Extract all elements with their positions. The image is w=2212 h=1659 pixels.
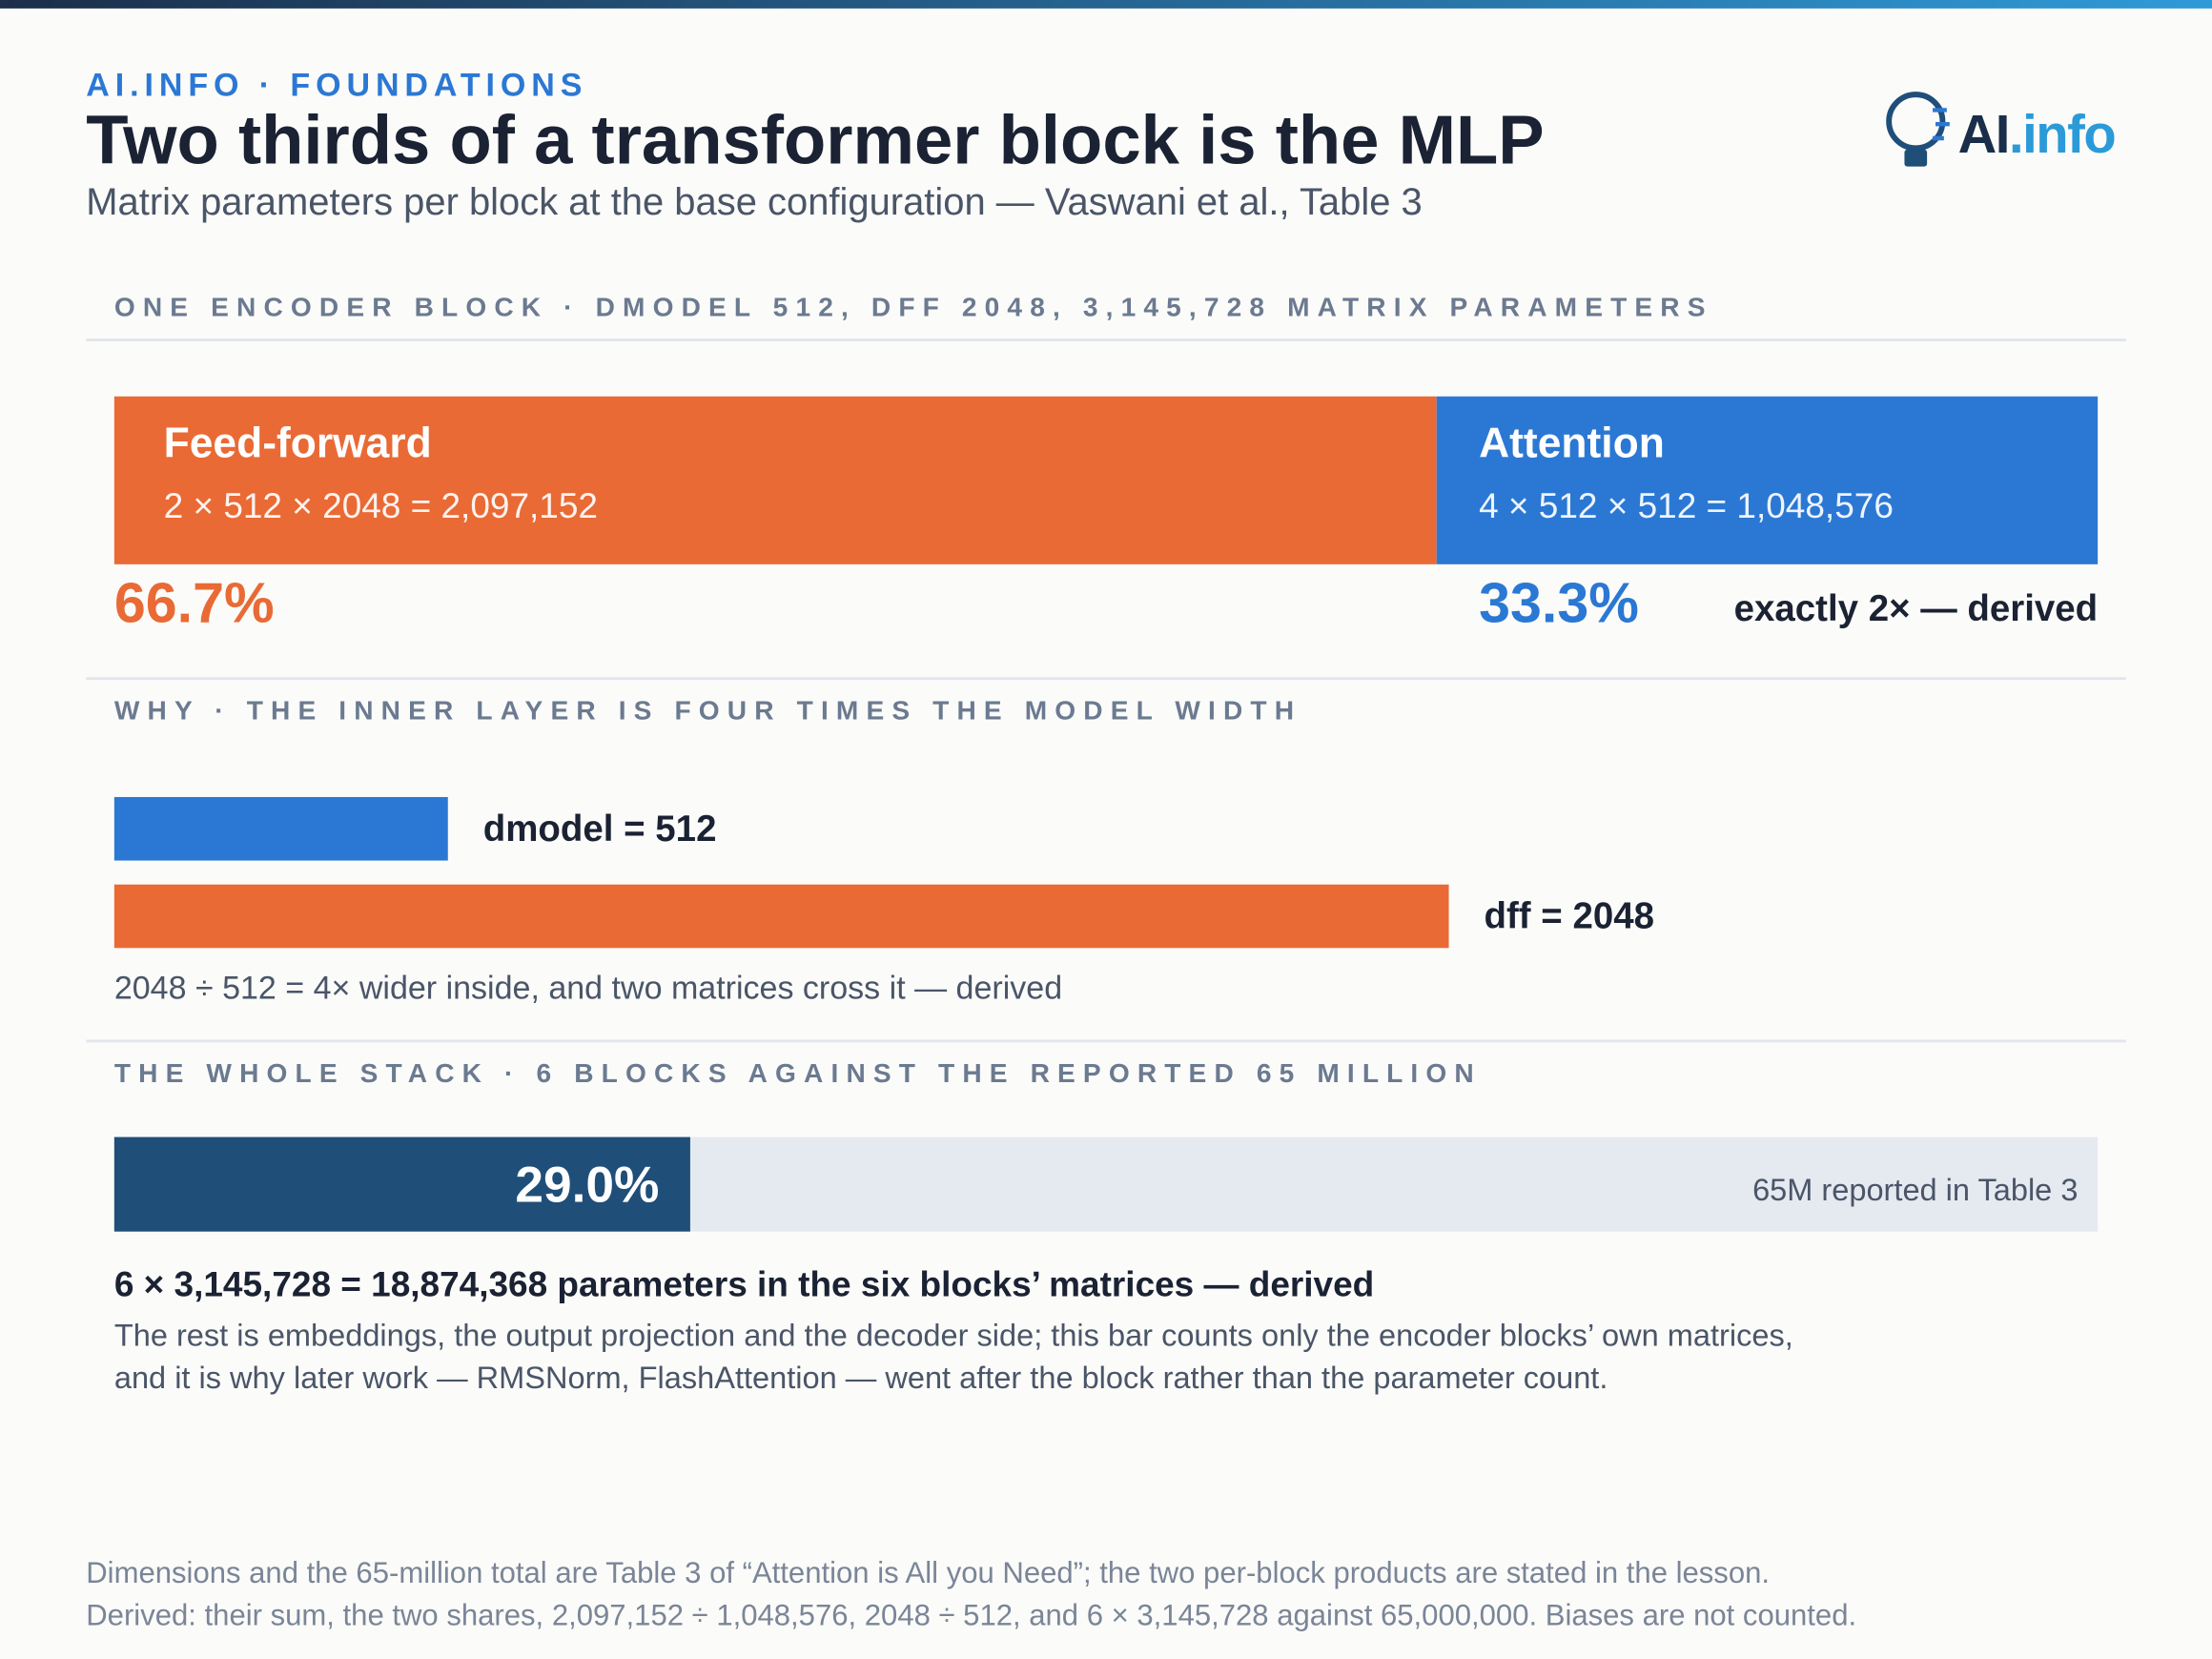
why-note: 2048 ÷ 512 = 4× wider inside, and two ma…: [114, 971, 1062, 1007]
total-label: 65M reported in Table 3: [1752, 1173, 2078, 1207]
section-heading: WHY · THE INNER LAYER IS FOUR TIMES THE …: [114, 696, 1301, 726]
segment-formula: 2 × 512 × 2048 = 2,097,152: [164, 486, 598, 525]
section-heading: ONE ENCODER BLOCK · DMODEL 512, DFF 2048…: [114, 292, 1713, 321]
width-label: dff = 2048: [1485, 896, 1654, 937]
logo-base: [1904, 149, 1928, 167]
kicker: AI.INFO · FOUNDATIONS: [86, 68, 587, 104]
segment-formula: 4 × 512 × 512 = 1,048,576: [1479, 486, 1894, 525]
section-heading: THE WHOLE STACK · 6 BLOCKS AGAINST THE R…: [114, 1058, 1482, 1088]
subtitle: Matrix parameters per block at the base …: [86, 181, 1423, 223]
logo-b: .info: [2009, 104, 2115, 164]
title: Two thirds of a transformer block is the…: [86, 102, 1544, 179]
logo-bulb: [1886, 92, 1946, 152]
stack-body: The rest is embeddings, the output proje…: [114, 1319, 1793, 1353]
segment-share: 33.3%: [1479, 571, 1639, 635]
logo-circuit: [1933, 108, 1950, 141]
logo-text: AI.info: [1958, 104, 2116, 164]
segment-name: Attention: [1479, 420, 1665, 466]
logo: AI.info: [1886, 92, 2117, 167]
width-label: dmodel = 512: [483, 809, 717, 850]
width-bar: [113, 884, 1449, 949]
segment-bar: [1436, 396, 2099, 564]
footnote: Dimensions and the 65-million total are …: [86, 1556, 1770, 1589]
footnote: Derived: their sum, the two shares, 2,09…: [86, 1598, 1856, 1631]
top-bar: [0, 0, 2212, 9]
stack-share: 29.0%: [515, 1157, 659, 1214]
stack-headline: 6 × 3,145,728 = 18,874,368 parameters in…: [114, 1265, 1374, 1304]
segment-bar: [113, 396, 1437, 564]
ratio-note: exactly 2× — derived: [1734, 588, 2099, 629]
stack-body: and it is why later work — RMSNorm, Flas…: [114, 1361, 1608, 1395]
logo-a: AI: [1958, 104, 2009, 164]
segment-share: 66.7%: [114, 571, 275, 635]
segment-name: Feed-forward: [164, 420, 432, 466]
stack-bar: [113, 1137, 690, 1232]
width-bar: [113, 796, 448, 861]
